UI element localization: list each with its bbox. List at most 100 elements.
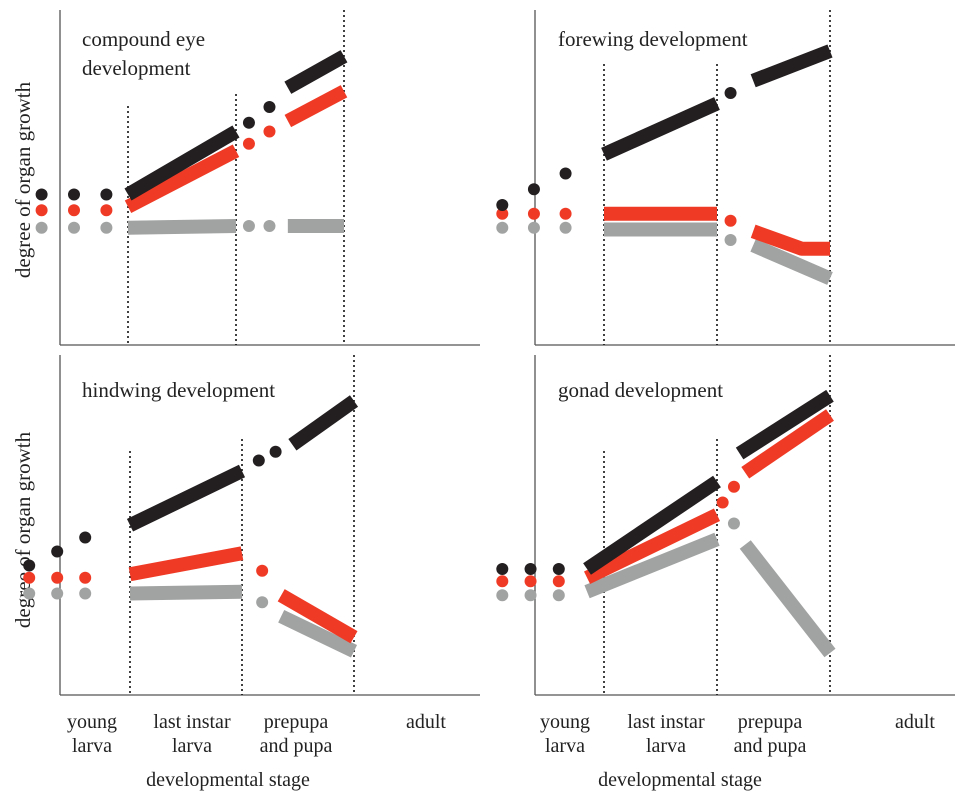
panel-compound-eye: compound eye development	[35, 10, 480, 346]
series-red-dot	[242, 137, 255, 150]
series-red-dot	[79, 571, 92, 584]
stage-label-prepupa-line2: and pupa	[260, 735, 333, 757]
series-red-dot	[527, 207, 540, 220]
series-red-segment	[277, 589, 358, 644]
series-red-segment	[741, 409, 834, 479]
panel-title: compound eye	[82, 27, 205, 51]
series-grey-dot	[35, 221, 48, 234]
series-grey-dot	[559, 221, 572, 234]
series-red-segment	[128, 546, 244, 582]
series-red-dot	[51, 571, 64, 584]
stage-label-adult: adult	[895, 711, 935, 733]
panel-title: hindwing development	[82, 378, 275, 402]
series-black-segment	[750, 44, 833, 88]
series-black-dot	[263, 101, 276, 113]
panel-hindwing: hindwing development	[23, 355, 480, 696]
xaxis-label-left: developmental stage	[146, 769, 310, 791]
series-grey-dot	[242, 220, 255, 232]
series-red-segment	[583, 508, 721, 585]
panel-title: forewing development	[558, 27, 748, 51]
series-red-segment	[284, 85, 348, 128]
series-red-dot	[716, 496, 729, 509]
series-grey-segment	[584, 532, 720, 599]
series-red-segment	[750, 224, 830, 256]
stage-label-adult: adult	[406, 711, 446, 733]
series-red-dot	[35, 204, 48, 217]
series-grey-dot	[23, 587, 36, 600]
stage-labels-left: young larva last instar larva prepupa an…	[67, 711, 446, 791]
series-black-dot	[23, 559, 36, 572]
series-grey-dot	[51, 587, 64, 600]
series-black-segment	[124, 125, 240, 201]
xaxis-label-right: developmental stage	[598, 769, 762, 791]
series-black-dot	[252, 454, 265, 467]
series-black-dot	[496, 563, 509, 575]
series-black-segment	[284, 50, 348, 94]
stage-label-prepupa-line2: and pupa	[734, 735, 807, 757]
stage-label-young-line2: larva	[72, 735, 112, 757]
series-black-dot	[51, 545, 64, 558]
series-black-dot	[527, 183, 540, 196]
series-grey-dot	[727, 517, 740, 530]
series-black-dot	[269, 445, 282, 458]
panel-forewing: forewing development	[496, 10, 955, 346]
series-red-dot	[727, 480, 740, 493]
series-red-dot	[724, 214, 737, 227]
series-grey-dot	[256, 596, 269, 609]
series-black-segment	[583, 475, 721, 575]
series-black-dot	[242, 116, 255, 129]
series-red-dot	[496, 207, 509, 220]
series-black-segment	[126, 464, 246, 532]
stage-label-last-line2: larva	[172, 735, 212, 757]
stage-label-last-line1: last instar	[627, 711, 705, 733]
series-red-dot	[68, 204, 80, 217]
series-black-dot	[79, 531, 92, 544]
series-grey-dot	[79, 587, 92, 600]
stage-label-young-line1: young	[67, 711, 117, 733]
series-grey-segment	[750, 238, 833, 285]
series-red-dot	[23, 571, 36, 584]
series-black-segment	[601, 97, 720, 161]
series-grey-segment	[739, 540, 836, 658]
stage-label-young-line1: young	[540, 711, 590, 733]
stage-label-last-line1: last instar	[153, 711, 231, 733]
stage-labels-right: young larva last instar larva prepupa an…	[540, 711, 935, 791]
series-grey-segment	[127, 219, 237, 235]
panel-title: gonad development	[558, 378, 723, 402]
series-black-dot	[552, 563, 565, 575]
series-black-segment	[735, 389, 834, 460]
series-red-segment	[124, 144, 240, 213]
series-grey-dot	[100, 221, 113, 234]
series-grey-dot	[68, 221, 80, 234]
series-red-dot	[100, 204, 113, 217]
series-grey-dot	[496, 589, 509, 602]
yaxis-label-top: degree of organ growth	[11, 81, 35, 278]
stage-label-prepupa-line1: prepupa	[264, 711, 329, 733]
stage-label-young-line2: larva	[545, 735, 585, 757]
series-black-segment	[288, 395, 359, 451]
panel-title: development	[82, 56, 191, 80]
panel-gonad: gonad development	[496, 355, 955, 696]
series-black-dot	[68, 188, 80, 201]
series-black-dot	[100, 188, 113, 201]
series-black-dot	[496, 199, 509, 211]
series-black-dot	[35, 188, 48, 201]
stage-label-prepupa-line1: prepupa	[738, 711, 803, 733]
series-grey-segment	[129, 584, 243, 601]
series-red-dot	[263, 125, 276, 138]
series-red-dot	[552, 575, 565, 588]
series-grey-dot	[724, 234, 737, 246]
series-black-dot	[524, 563, 537, 575]
series-black-dot	[559, 167, 572, 180]
series-grey-segment	[278, 609, 358, 658]
series-red-dot	[559, 207, 572, 220]
series-grey-dot	[496, 221, 509, 234]
series-red-dot	[496, 575, 509, 588]
series-grey-dot	[524, 589, 537, 602]
series-grey-dot	[263, 220, 276, 232]
series-grey-dot	[527, 221, 540, 234]
series-grey-dot	[552, 589, 565, 602]
stage-label-last-line2: larva	[646, 735, 686, 757]
series-red-dot	[524, 575, 537, 588]
